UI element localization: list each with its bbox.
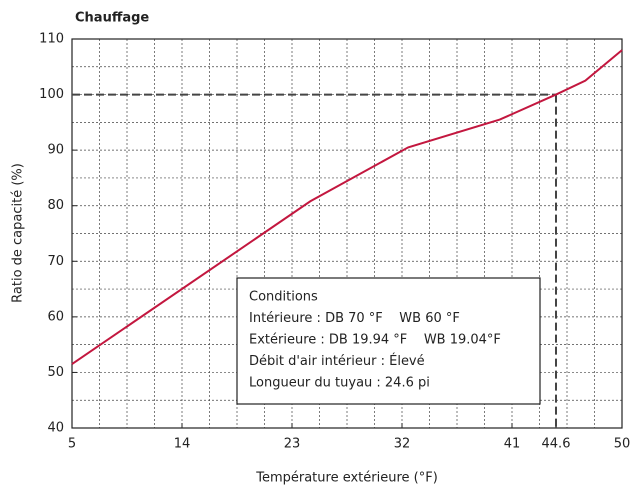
x-axis-label: Température extérieure (°F) — [255, 471, 438, 486]
y-tick-label: 80 — [47, 198, 64, 213]
conditions-box — [236, 277, 541, 405]
plot-frame — [71, 38, 623, 429]
x-tick-label: 41 — [504, 437, 521, 452]
conditions-text: Conditions — [249, 290, 318, 305]
y-tick-label: 40 — [47, 421, 64, 436]
data-line — [71, 49, 623, 365]
conditions-text: Débit d'air intérieur : Élevé — [249, 353, 425, 369]
conditions-text: Intérieure : DB 70 °F WB 60 °F — [249, 311, 460, 326]
chart-title: Chauffage — [75, 11, 149, 26]
x-tick-label: 44.6 — [542, 437, 571, 452]
x-tick-label: 50 — [614, 437, 631, 452]
y-tick-label: 70 — [47, 254, 64, 269]
y-axis-label: Ratio de capacité (%) — [11, 163, 26, 303]
y-tick-label: 60 — [47, 309, 64, 324]
x-tick-label: 23 — [284, 437, 301, 452]
y-tick-label: 100 — [39, 87, 64, 102]
conditions-text: Longueur du tuyau : 24.6 pi — [249, 376, 430, 391]
y-tick-label: 110 — [39, 32, 64, 47]
x-tick-label: 32 — [394, 437, 411, 452]
conditions-text: Extérieure : DB 19.94 °F WB 19.04°F — [249, 333, 501, 348]
y-tick-label: 50 — [47, 365, 64, 380]
x-tick-label: 5 — [68, 437, 76, 452]
x-tick-label: 14 — [174, 437, 191, 452]
y-tick-label: 90 — [47, 143, 64, 158]
